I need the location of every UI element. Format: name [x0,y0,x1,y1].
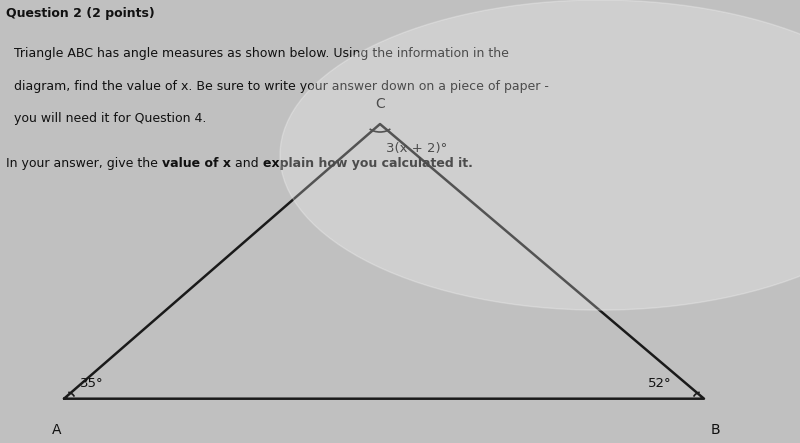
Text: Question 2 (2 points): Question 2 (2 points) [6,7,155,19]
Text: 3(x + 2)°: 3(x + 2)° [386,142,448,155]
Text: you will need it for Question 4.: you will need it for Question 4. [6,112,206,124]
Text: C: C [375,97,385,111]
Ellipse shape [280,0,800,310]
Text: 52°: 52° [648,377,672,390]
Text: 35°: 35° [80,377,104,390]
Text: Triangle ABC has angle measures as shown below. Using the information in the: Triangle ABC has angle measures as shown… [6,47,510,59]
Text: A: A [52,423,62,437]
Text: B: B [710,423,720,437]
Text: diagram, find the value of x. Be sure to write your answer down on a piece of pa: diagram, find the value of x. Be sure to… [6,80,550,93]
Text: explain how you calculated it.: explain how you calculated it. [263,157,473,170]
Text: and: and [231,157,263,170]
Text: value of x: value of x [162,157,231,170]
Text: In your answer, give the: In your answer, give the [6,157,162,170]
